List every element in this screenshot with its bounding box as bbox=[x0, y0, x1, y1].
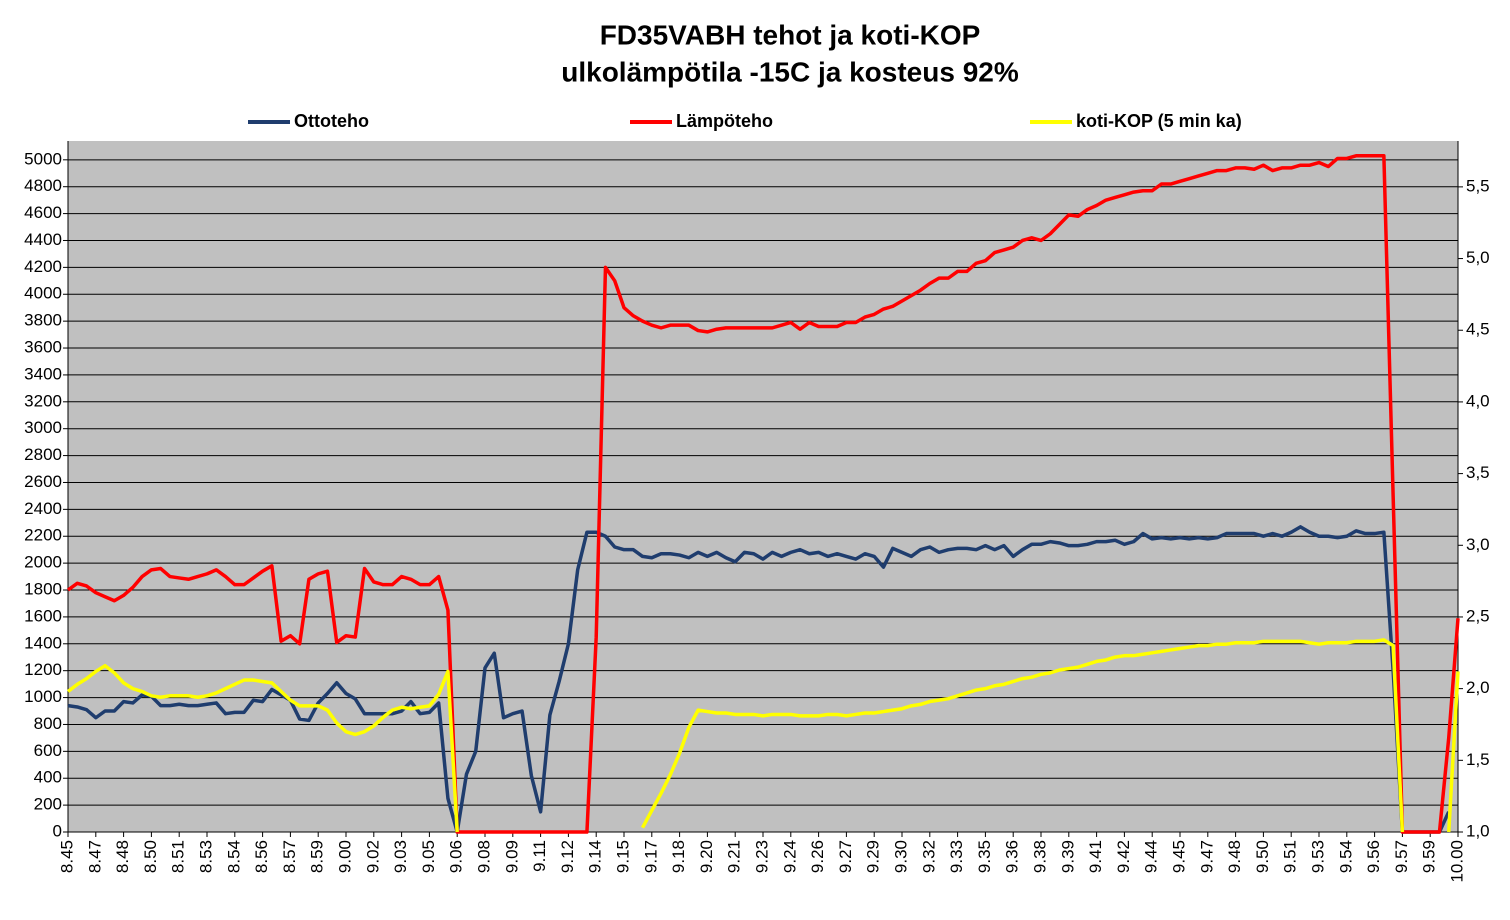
x-tick-label: 9.33 bbox=[947, 840, 966, 873]
legend-label: Lämpöteho bbox=[676, 111, 773, 131]
y-tick-label: 2000 bbox=[24, 553, 62, 572]
series-line bbox=[66, 154, 1460, 834]
x-tick-label: 8.45 bbox=[57, 840, 76, 873]
x-tick-label: 9.02 bbox=[363, 840, 382, 873]
y-tick-label: 200 bbox=[34, 795, 62, 814]
y2-tick-label: 5,0 bbox=[1466, 248, 1490, 267]
x-tick-label: 9.29 bbox=[864, 840, 883, 873]
y2-tick-label: 1,0 bbox=[1466, 821, 1490, 840]
x-tick-label: 9.51 bbox=[1281, 840, 1300, 873]
y-tick-label: 400 bbox=[34, 768, 62, 787]
x-tick-label: 9.56 bbox=[1364, 840, 1383, 873]
y2-tick-label: 3,0 bbox=[1466, 535, 1490, 554]
x-tick-label: 9.47 bbox=[1197, 840, 1216, 873]
y-tick-label: 1600 bbox=[24, 606, 62, 625]
y-tick-label: 800 bbox=[34, 714, 62, 733]
x-tick-label: 9.54 bbox=[1336, 840, 1355, 873]
x-tick-label: 9.39 bbox=[1058, 840, 1077, 873]
plot-area bbox=[68, 141, 1458, 832]
y-tick-label: 4600 bbox=[24, 203, 62, 222]
x-tick-label: 8.54 bbox=[224, 840, 243, 873]
y-tick-label: 0 bbox=[53, 821, 62, 840]
x-tick-label: 9.00 bbox=[335, 840, 354, 873]
y2-tick-label: 4,0 bbox=[1466, 391, 1490, 410]
series-line bbox=[67, 525, 1451, 834]
x-tick-label: 9.05 bbox=[419, 840, 438, 873]
x-tick-label: 9.23 bbox=[752, 840, 771, 873]
y-tick-label: 4400 bbox=[24, 230, 62, 249]
x-tick-label: 9.12 bbox=[558, 840, 577, 873]
x-tick-label: 9.59 bbox=[1420, 840, 1439, 873]
x-tick-label: 9.27 bbox=[836, 840, 855, 873]
x-tick-label: 8.48 bbox=[113, 840, 132, 873]
chart-subtitle: ulkolämpötila -15C ja kosteus 92% bbox=[561, 56, 1019, 87]
y-tick-label: 4200 bbox=[24, 257, 62, 276]
x-tick-label: 9.50 bbox=[1253, 840, 1272, 873]
y2-tick-label: 2,0 bbox=[1466, 678, 1490, 697]
y-tick-label: 600 bbox=[34, 741, 62, 760]
y-tick-label: 4800 bbox=[24, 176, 62, 195]
y-tick-label: 2800 bbox=[24, 445, 62, 464]
x-tick-label: 8.57 bbox=[280, 840, 299, 873]
x-tick-label: 9.57 bbox=[1392, 840, 1411, 873]
x-tick-label: 8.56 bbox=[252, 840, 271, 873]
x-tick-label: 9.18 bbox=[669, 840, 688, 873]
x-tick-label: 9.30 bbox=[891, 840, 910, 873]
x-tick-label: 9.42 bbox=[1114, 840, 1133, 873]
y2-tick-label: 5,5 bbox=[1466, 176, 1490, 195]
x-tick-label: 9.09 bbox=[502, 840, 521, 873]
x-tick-label: 9.41 bbox=[1086, 840, 1105, 873]
x-tick-label: 9.11 bbox=[530, 840, 549, 872]
x-tick-label: 9.38 bbox=[1030, 840, 1049, 873]
x-tick-label: 9.15 bbox=[613, 840, 632, 873]
y-tick-label: 2600 bbox=[24, 472, 62, 491]
x-tick-label: 9.21 bbox=[725, 840, 744, 873]
y-tick-label: 1200 bbox=[24, 660, 62, 679]
x-tick-label: 9.08 bbox=[474, 840, 493, 873]
y-tick-label: 3400 bbox=[24, 364, 62, 383]
x-tick-label: 9.36 bbox=[1003, 840, 1022, 873]
x-tick-label: 9.20 bbox=[697, 840, 716, 873]
y-tick-label: 3800 bbox=[24, 311, 62, 330]
y-tick-label: 1400 bbox=[24, 633, 62, 652]
x-tick-label: 8.50 bbox=[141, 840, 160, 873]
x-tick-label: 9.32 bbox=[919, 840, 938, 873]
series-line bbox=[66, 638, 1460, 833]
x-tick-label: 10.00 bbox=[1447, 840, 1466, 883]
x-tick-label: 8.53 bbox=[196, 840, 215, 873]
x-tick-label: 8.47 bbox=[85, 840, 104, 873]
y-tick-label: 1800 bbox=[24, 579, 62, 598]
x-tick-label: 9.53 bbox=[1308, 840, 1327, 873]
legend-label: Ottoteho bbox=[294, 111, 369, 131]
legend-label: koti-KOP (5 min ka) bbox=[1076, 111, 1242, 131]
y-tick-label: 2200 bbox=[24, 526, 62, 545]
x-tick-label: 9.06 bbox=[447, 840, 466, 873]
y-tick-label: 1000 bbox=[24, 687, 62, 706]
x-tick-label: 9.17 bbox=[641, 840, 660, 873]
y2-tick-label: 1,5 bbox=[1466, 750, 1490, 769]
x-tick-label: 8.59 bbox=[308, 840, 327, 873]
y2-tick-label: 2,5 bbox=[1466, 606, 1490, 625]
y-tick-label: 2400 bbox=[24, 499, 62, 518]
x-tick-label: 9.44 bbox=[1142, 840, 1161, 873]
y-tick-label: 3600 bbox=[24, 338, 62, 357]
chart-title: FD35VABH tehot ja koti-KOP bbox=[600, 19, 981, 50]
y2-tick-label: 3,5 bbox=[1466, 463, 1490, 482]
y2-tick-label: 4,5 bbox=[1466, 320, 1490, 339]
x-tick-label: 9.45 bbox=[1169, 840, 1188, 873]
y-tick-label: 3200 bbox=[24, 391, 62, 410]
x-tick-label: 8.51 bbox=[169, 840, 188, 873]
x-tick-label: 9.14 bbox=[586, 840, 605, 873]
x-tick-label: 9.35 bbox=[975, 840, 994, 873]
x-tick-label: 9.24 bbox=[780, 840, 799, 873]
x-tick-label: 9.48 bbox=[1225, 840, 1244, 873]
y-tick-label: 4000 bbox=[24, 284, 62, 303]
x-tick-label: 9.26 bbox=[808, 840, 827, 873]
y-tick-label: 3000 bbox=[24, 418, 62, 437]
x-tick-label: 9.03 bbox=[391, 840, 410, 873]
y-tick-label: 5000 bbox=[24, 149, 62, 168]
